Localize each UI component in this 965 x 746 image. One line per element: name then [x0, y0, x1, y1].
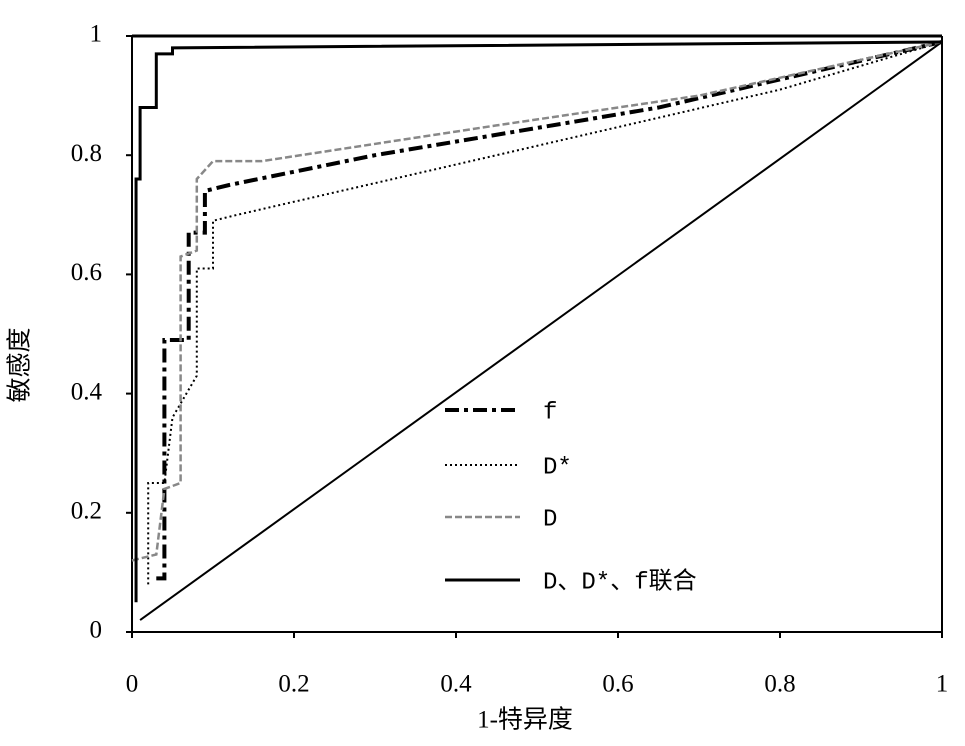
legend-label: D*: [543, 454, 572, 481]
y-tick-label: 0.8: [71, 140, 102, 167]
series-line: [156, 40, 943, 581]
x-tick-label: 0: [126, 671, 139, 698]
x-tick-label: 0.2: [278, 671, 309, 698]
y-tick-label: 0.4: [71, 378, 103, 405]
x-axis-label: 1-特异度: [477, 706, 573, 734]
x-tick-label: 1: [936, 671, 949, 698]
x-tick-label: 0.6: [602, 671, 633, 698]
y-tick-label: 0.2: [71, 498, 102, 525]
y-axis-label: 敏感度: [6, 327, 34, 402]
y-tick-label: 1: [90, 21, 103, 48]
reference-line: [139, 41, 943, 621]
y-tick-label: 0.6: [71, 259, 102, 286]
series-line: [147, 41, 943, 585]
x-tick-label: 0.8: [764, 671, 795, 698]
series-line: [131, 40, 943, 562]
x-tick-label: 0.4: [440, 671, 472, 698]
legend-label: D、D*、f联合: [543, 567, 697, 596]
legend-label: D: [543, 506, 557, 533]
y-tick-label: 0: [90, 617, 103, 644]
series-line: [134, 40, 943, 603]
legend-label: f: [543, 399, 557, 426]
